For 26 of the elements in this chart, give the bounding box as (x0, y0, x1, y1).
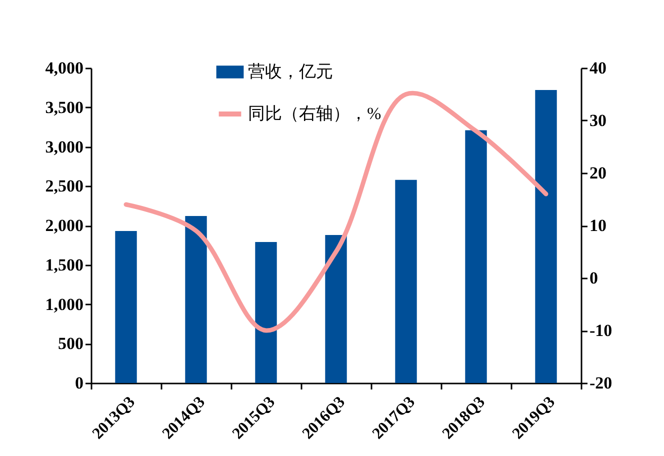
legend-label: 同比（右轴），% (248, 104, 382, 123)
bar (325, 234, 347, 383)
legend-label: 营收，亿元 (248, 62, 333, 81)
y-tick-label: 4,000 (45, 58, 84, 78)
y2-tick-label: 30 (590, 111, 606, 130)
y-tick-label: 0 (75, 374, 84, 392)
bar (465, 130, 487, 383)
bar (395, 180, 417, 383)
y-tick-label: 2,000 (45, 216, 84, 235)
y2-tick-label: 20 (590, 164, 606, 182)
y-tick-label: 3,500 (45, 98, 84, 117)
line-series (124, 91, 548, 333)
y2-tick-label: -20 (590, 374, 612, 392)
y-tick-label: 3,000 (45, 137, 84, 156)
y2-tick-label: 40 (590, 58, 606, 78)
y-tick-label: 2,500 (45, 176, 84, 196)
bar (255, 242, 277, 383)
y-tick-label: 1,000 (45, 294, 84, 314)
y2-tick-label: 10 (590, 216, 606, 235)
y2-tick-label: 0 (590, 268, 598, 288)
bar (535, 90, 557, 383)
y-tick-label: 1,500 (45, 255, 84, 274)
y-tick-label: 500 (58, 334, 84, 354)
bar (115, 231, 137, 383)
y2-tick-label: -10 (590, 321, 612, 340)
bar (185, 216, 207, 383)
